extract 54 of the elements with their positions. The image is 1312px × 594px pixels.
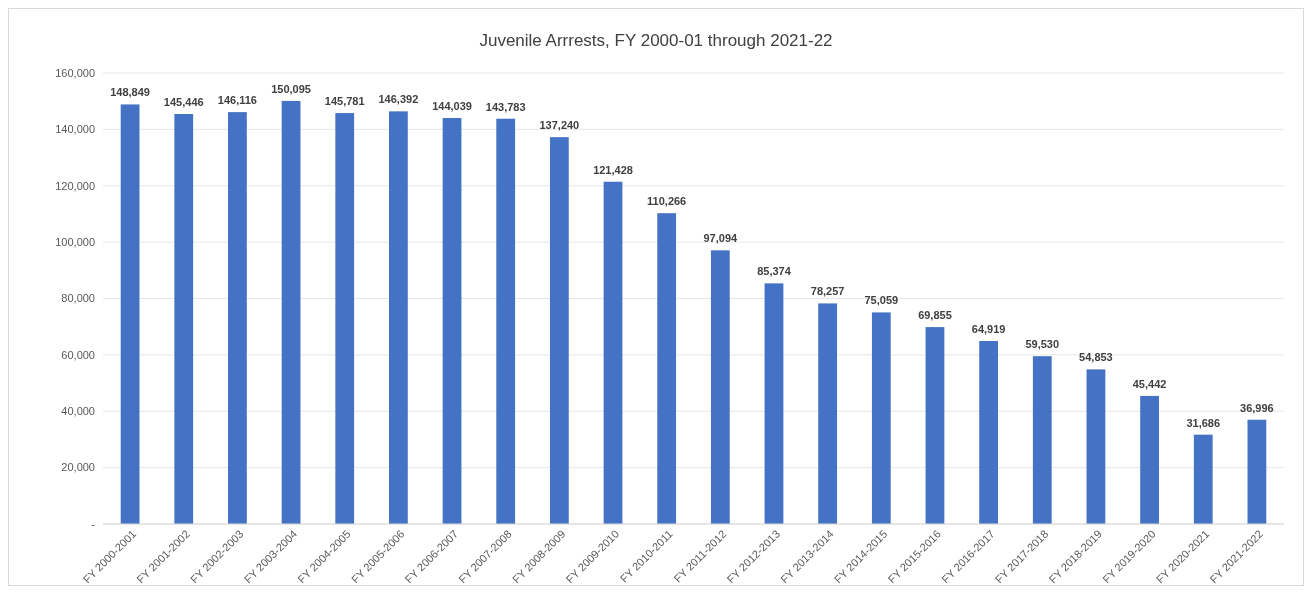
y-tick-label: 100,000: [55, 235, 95, 248]
data-label: 31,686: [1186, 416, 1221, 429]
data-label: 121,428: [593, 163, 633, 176]
data-label: 145,446: [163, 96, 204, 109]
data-label: 69,855: [918, 309, 952, 322]
bar: [871, 312, 891, 524]
bar: [1193, 434, 1213, 524]
bar: [710, 250, 730, 524]
bar: [979, 341, 999, 524]
bar: [335, 113, 355, 524]
data-label: 137,240: [539, 119, 580, 132]
bar: [1247, 419, 1267, 524]
bar: [818, 303, 838, 524]
data-label: 148,849: [110, 86, 150, 99]
y-tick-label: 160,000: [55, 66, 95, 79]
data-label: 54,853: [1079, 351, 1113, 364]
data-label: 59,530: [1025, 338, 1060, 351]
data-label: 64,919: [971, 323, 1006, 336]
bar: [603, 181, 623, 524]
bar: [657, 213, 677, 524]
chart-title: Juvenile Arrrests, FY 2000-01 through 2021-22: [479, 31, 833, 50]
bar: [1032, 356, 1052, 524]
data-label: 36,996: [1240, 401, 1274, 414]
data-label: 143,783: [485, 100, 526, 113]
data-label: 85,374: [757, 265, 792, 278]
y-tick-label: 40,000: [61, 405, 95, 418]
data-label: 75,059: [864, 294, 899, 307]
bar: [496, 118, 516, 524]
data-label: 97,094: [703, 232, 739, 245]
bar: [764, 283, 784, 524]
bar: [442, 117, 462, 524]
data-label: 145,781: [324, 95, 365, 108]
y-tick-label: 60,000: [61, 348, 95, 361]
data-label: 146,392: [378, 93, 419, 106]
bar: [388, 111, 408, 524]
bar: [120, 104, 140, 524]
y-tick-label: 80,000: [61, 292, 95, 305]
y-tick-label: 120,000: [55, 179, 95, 192]
bar: [281, 100, 301, 524]
data-label: 144,039: [432, 99, 472, 112]
data-label: 78,257: [810, 285, 845, 298]
y-tick-label: -: [91, 517, 96, 530]
data-label: 146,116: [217, 94, 257, 107]
y-tick-label: 140,000: [55, 123, 95, 136]
data-label: 110,266: [647, 195, 687, 208]
bar: [549, 137, 569, 524]
data-label: 45,442: [1132, 377, 1167, 390]
bar: [925, 327, 945, 524]
y-tick-label: 20,000: [61, 461, 95, 474]
data-label: 150,095: [271, 82, 311, 95]
bar: [228, 112, 247, 524]
bar: [174, 114, 194, 524]
bar: [1086, 369, 1106, 524]
bar: [1140, 395, 1159, 524]
